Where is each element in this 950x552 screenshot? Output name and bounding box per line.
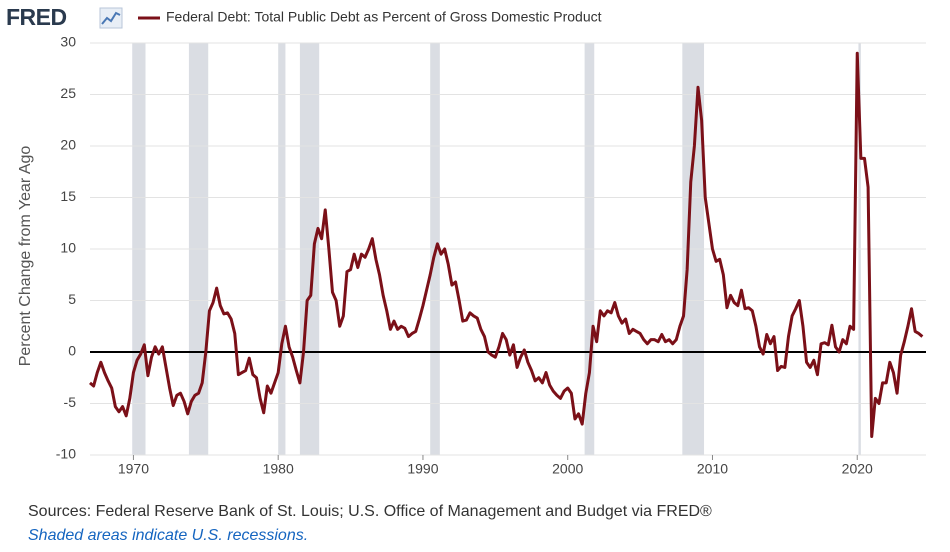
y-tick-label: 20 [60, 137, 76, 153]
logo: FRED [6, 4, 67, 30]
y-tick-label: -5 [64, 394, 77, 410]
y-tick-label: -10 [56, 446, 76, 462]
y-tick-label: 10 [60, 240, 76, 256]
x-tick-label: 2000 [552, 461, 583, 477]
x-tick-label: 2010 [697, 461, 728, 477]
y-tick-label: 15 [60, 188, 76, 204]
x-tick-label: 2020 [842, 461, 873, 477]
x-tick-label: 1990 [407, 461, 438, 477]
y-tick-label: 5 [68, 291, 76, 307]
recession-note: Shaded areas indicate U.S. recessions. [28, 527, 308, 544]
y-tick-label: 0 [68, 343, 76, 359]
x-tick-label: 1970 [118, 461, 149, 477]
y-axis-label: Percent Change from Year Ago [17, 146, 34, 367]
logo-icon [99, 7, 123, 29]
x-tick-label: 1980 [263, 461, 294, 477]
y-tick-label: 25 [60, 85, 76, 101]
series-line [89, 51, 924, 438]
y-tick-label: 30 [60, 34, 76, 50]
sources: Sources: Federal Reserve Bank of St. Lou… [28, 503, 712, 520]
legend-label: Federal Debt: Total Public Debt as Perce… [166, 9, 602, 25]
